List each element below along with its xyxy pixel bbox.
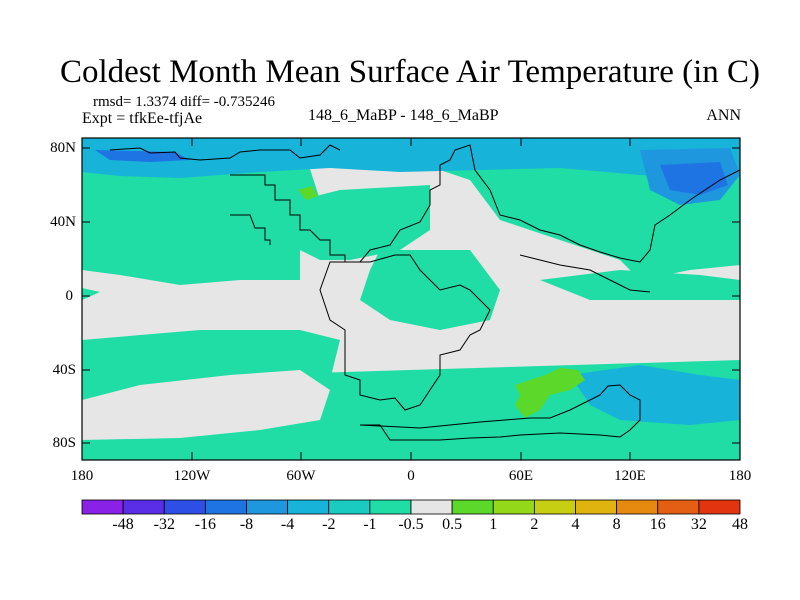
x-tick-label: 120E (614, 468, 646, 484)
colorbar-swatch (163, 499, 206, 515)
colorbar-label: -8 (239, 516, 254, 533)
colorbar-label: -1 (363, 516, 377, 533)
colorbar-swatch (492, 499, 535, 515)
coastline-central-landmass (319, 254, 491, 411)
field-east-tropics (540, 270, 740, 300)
x-tick-label: 120W (173, 468, 211, 484)
colorbar-swatch (657, 499, 700, 515)
map-ticks (82, 138, 740, 460)
field-central-ocean (360, 250, 500, 330)
colorbar-swatch (328, 499, 371, 515)
colorbar-label: 0.5 (442, 516, 463, 533)
x-tick-label: 0 (407, 468, 415, 484)
y-tick-label: 40N (50, 214, 76, 230)
colorbar-swatch (698, 499, 741, 515)
continent-outlines (109, 144, 740, 441)
x-tick-label: 180 (70, 468, 94, 484)
x-tick-label: 180 (728, 468, 752, 484)
colorbar-swatch (287, 499, 330, 515)
x-tick-label: 60E (508, 468, 534, 484)
colorbar-swatch (616, 499, 659, 515)
field-warm-small (298, 186, 318, 200)
colorbar-label: -2 (322, 516, 336, 533)
field-polar-deep-west (95, 150, 190, 162)
colorbar (81, 499, 741, 515)
field-warm-anomaly (515, 368, 585, 418)
colorbar-label: 1 (489, 516, 498, 533)
colorbar-label: 48 (732, 516, 748, 533)
y-tick-label: 0 (65, 288, 74, 304)
field-southern-ocean (570, 365, 740, 425)
map-plot-area (82, 138, 740, 460)
coastline-southern-landmass (359, 384, 641, 441)
colorbar-label: 8 (612, 516, 621, 533)
field-north-atlantic (300, 185, 430, 260)
colorbar-label: -16 (194, 516, 217, 533)
field-south-pacific-gap (82, 370, 330, 440)
coastline-west-peninsula (230, 214, 271, 245)
x-tick-label: 60W (286, 468, 316, 484)
y-tick-label: 80N (50, 140, 76, 156)
map-title: Coldest Month Mean Surface Air Temperatu… (60, 54, 760, 90)
colorbar-swatch (204, 499, 247, 515)
y-tick-label: 80S (52, 435, 76, 451)
season-label: ANN (706, 107, 741, 124)
colorbar-swatch (246, 499, 289, 515)
colorbar-label: -4 (280, 516, 295, 533)
colorbar-swatch (533, 499, 576, 515)
field-polar-deep-east (660, 162, 728, 195)
field-equatorial-west (82, 288, 100, 300)
field-arctic-band (82, 138, 740, 178)
colorbar-label: 4 (571, 516, 580, 533)
case-label: 148_6_MaBP - 148_6_MaBP (308, 107, 499, 124)
colorbar-swatch (410, 499, 453, 515)
colorbar-label: 32 (690, 516, 707, 533)
colorbar-label: -0.5 (398, 516, 424, 533)
stats-line: rmsd= 1.3374 diff= -0.735246 (93, 94, 276, 110)
colorbar-label: -32 (153, 516, 175, 533)
colorbar-label: 16 (649, 516, 666, 533)
experiment-label: Expt = tfkEe-tfjAe (82, 110, 203, 127)
coastline-east-peninsula (519, 254, 651, 293)
colorbar-label: -48 (112, 516, 134, 533)
colorbar-label: 2 (530, 516, 539, 533)
colorbar-swatch (369, 499, 412, 515)
colorbar-swatch (451, 499, 494, 515)
coastline-north-landmass (230, 144, 740, 263)
coastline-arctic-islands (109, 144, 341, 161)
colorbar-swatch (122, 499, 165, 515)
colorbar-swatch (575, 499, 618, 515)
y-tick-label: 40S (52, 362, 76, 378)
colorbar-swatch (81, 499, 124, 515)
